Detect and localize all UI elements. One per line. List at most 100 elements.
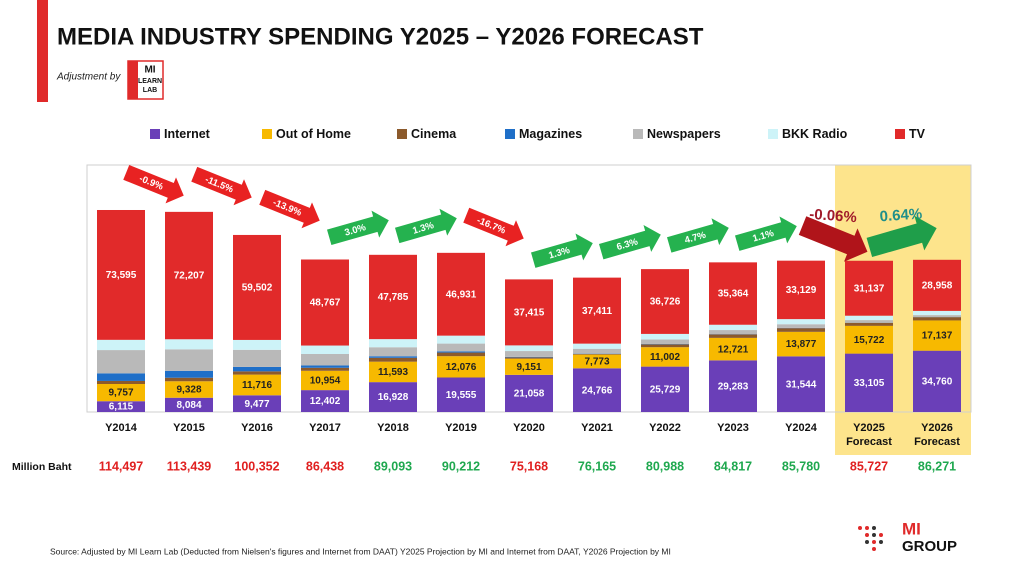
bar-segment [505, 279, 553, 346]
bar-segment [437, 351, 485, 353]
x-tick-label: Y2014 [105, 422, 137, 434]
bar-segment [573, 348, 621, 354]
x-tick-label: Y2024 [785, 422, 817, 434]
growth-arrow-shape [326, 210, 389, 246]
growth-arrow: 1.3% [530, 233, 593, 268]
bar-segment [505, 351, 553, 357]
bar-segment [301, 259, 349, 346]
logo-dot [872, 547, 876, 551]
growth-arrow-shape [463, 207, 524, 247]
bar-segment [845, 320, 893, 323]
accent-bar [37, 0, 48, 102]
bar-segment [165, 381, 213, 398]
growth-arrow: 3.0% [326, 210, 389, 246]
legend-swatch [895, 129, 905, 139]
bar-segment [97, 383, 145, 402]
data-label: 9,328 [176, 385, 201, 396]
data-label: 17,137 [922, 331, 953, 342]
bar-segment [641, 333, 689, 340]
logo-dot [865, 526, 869, 530]
bar-segment [913, 320, 961, 351]
bar-segment [437, 335, 485, 344]
bar-segment [845, 325, 893, 354]
data-label: 6,115 [109, 402, 134, 413]
bar-segment [165, 397, 213, 412]
bar-segment [845, 260, 893, 316]
growth-arrow-shape [191, 166, 252, 206]
bar-segment [709, 334, 757, 338]
bar-segment [777, 328, 825, 332]
total-value: 114,497 [99, 459, 144, 473]
bar-segment [913, 317, 961, 321]
bar-segment [913, 350, 961, 412]
total-value: 80,988 [646, 459, 684, 473]
x-tick-label: Y2026 Forecast [914, 422, 960, 448]
data-label: 36,726 [650, 297, 681, 308]
bar-segment [777, 331, 825, 357]
logo-dot [872, 533, 876, 537]
chart-title: MEDIA INDUSTRY SPENDING Y2025 – Y2026 FO… [57, 23, 704, 50]
growth-arrow-shape [530, 233, 593, 268]
bar-segment [709, 262, 757, 325]
total-value: 84,817 [714, 459, 752, 473]
data-label: 73,595 [106, 270, 137, 281]
legend-label: Internet [164, 127, 211, 141]
data-label: 46,931 [446, 289, 477, 300]
bar-segment [233, 234, 281, 340]
bar-segment [777, 319, 825, 325]
logo-text: MI [144, 65, 155, 76]
data-label: 59,502 [242, 283, 273, 294]
bar-segment [369, 382, 417, 412]
footer-logo-text: GROUP [902, 538, 957, 555]
growth-label: 0.64% [879, 205, 923, 225]
bar-segment [97, 209, 145, 340]
total-value: 75,168 [510, 459, 548, 473]
logo-dot [872, 540, 876, 544]
legend-swatch [505, 129, 515, 139]
x-tick-label: Y2025 Forecast [846, 422, 892, 448]
bar-segment [505, 358, 553, 375]
bar-segment [165, 370, 213, 378]
total-value: 86,438 [306, 459, 344, 473]
data-label: 48,767 [310, 298, 341, 309]
bar-segment [641, 347, 689, 367]
data-label: 8,084 [176, 400, 201, 411]
bar-segment [369, 357, 417, 362]
growth-arrow [798, 216, 868, 262]
data-label: 12,076 [446, 362, 477, 373]
bar-segment [913, 315, 961, 318]
bar-segment [641, 339, 689, 344]
bar-segment [437, 352, 485, 357]
bar-segment [97, 380, 145, 384]
bar-segment [845, 322, 893, 326]
bar-segment [97, 339, 145, 351]
bar-segment [301, 354, 349, 366]
data-label: 33,105 [854, 378, 885, 389]
legend-label: Cinema [411, 127, 457, 141]
x-tick-label: Y2021 [581, 422, 613, 434]
bar-segment [165, 211, 213, 340]
bar-segment [369, 347, 417, 357]
bar-segment [641, 366, 689, 412]
data-label: 9,757 [108, 388, 133, 399]
bar-segment [165, 377, 213, 382]
bar-segment [641, 269, 689, 334]
bar-segment [709, 337, 757, 361]
bar-segment [301, 370, 349, 391]
growth-arrow: -13.9% [259, 189, 320, 229]
footer-logo-text: MI [902, 519, 921, 538]
bar-segment [709, 330, 757, 335]
bar-segment [301, 365, 349, 368]
total-value: 86,271 [918, 459, 956, 473]
bar-segment [233, 339, 281, 350]
legend-swatch [150, 129, 160, 139]
bar-segment [369, 361, 417, 383]
data-label: 47,785 [378, 292, 409, 303]
data-label: 9,477 [244, 399, 269, 410]
bar-segment [437, 356, 485, 378]
bar-segment [165, 339, 213, 350]
bar-segment [777, 260, 825, 320]
logo-stripe [128, 61, 138, 99]
growth-arrow: -0.9% [123, 164, 184, 204]
